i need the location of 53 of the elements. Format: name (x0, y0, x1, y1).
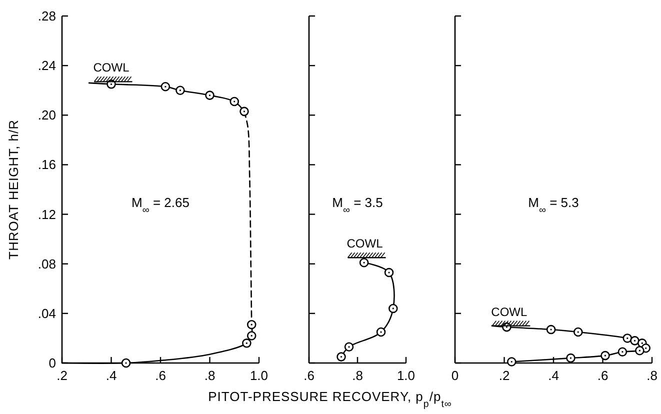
point (388, 304, 398, 314)
x-tick-label: .6 (155, 368, 166, 383)
point (600, 350, 610, 360)
x-tick-label: .4 (548, 368, 559, 383)
point (246, 331, 256, 340)
annotation: M$_{∞}$ = 2.65 (132, 194, 190, 216)
point (230, 96, 240, 106)
y-tick-label: .20 (38, 108, 56, 123)
point (176, 86, 185, 95)
point (121, 358, 131, 368)
point (630, 336, 640, 346)
point (246, 320, 256, 330)
point (344, 342, 354, 352)
point (240, 106, 249, 116)
point (205, 90, 214, 100)
point (160, 82, 170, 92)
x-axis-title: PITOT-PRESSURE RECOVERY, p$_{p}$/p$_{t∞}$ (208, 389, 452, 410)
x-tick-label: .8 (204, 368, 216, 383)
x-tick-label: .6 (304, 368, 314, 383)
point (635, 346, 644, 356)
annotation: COWL (346, 236, 384, 251)
annotation: COWL (93, 60, 130, 75)
x-tick-label: .8 (646, 368, 658, 383)
y-tick-label: .24 (38, 58, 56, 74)
y-tick-label: .08 (38, 256, 56, 272)
y-axis-title: THROAT HEIGHT, h/R (6, 120, 21, 260)
annotation: COWL (491, 304, 528, 319)
point (622, 334, 632, 343)
x-tick-label: 0 (451, 368, 459, 383)
y-tick-label: .04 (38, 306, 56, 321)
x-tick-label: .4 (106, 368, 117, 383)
x-tick-label: .2 (56, 368, 68, 383)
point (384, 268, 394, 278)
annotation: M$_{∞}$ = 3.5 (332, 194, 383, 216)
point (546, 324, 556, 334)
annotation: M$_{∞}$ = 5.3 (528, 194, 579, 216)
x-tick-label: 1.0 (250, 368, 268, 383)
point (336, 352, 346, 362)
point (507, 357, 516, 366)
x-tick-label: .6 (597, 368, 608, 383)
point (618, 347, 628, 356)
x-tick-label: .8 (352, 368, 363, 383)
y-tick-label: 0 (48, 356, 56, 370)
point (566, 353, 576, 363)
y-tick-label: .28 (38, 8, 56, 24)
point (242, 338, 252, 348)
point (376, 327, 386, 337)
y-tick-label: .12 (38, 206, 56, 222)
x-tick-label: .2 (498, 368, 510, 383)
y-tick-label: .16 (38, 157, 56, 172)
point (573, 327, 583, 337)
point (359, 258, 369, 268)
x-tick-label: 1.0 (396, 368, 416, 383)
